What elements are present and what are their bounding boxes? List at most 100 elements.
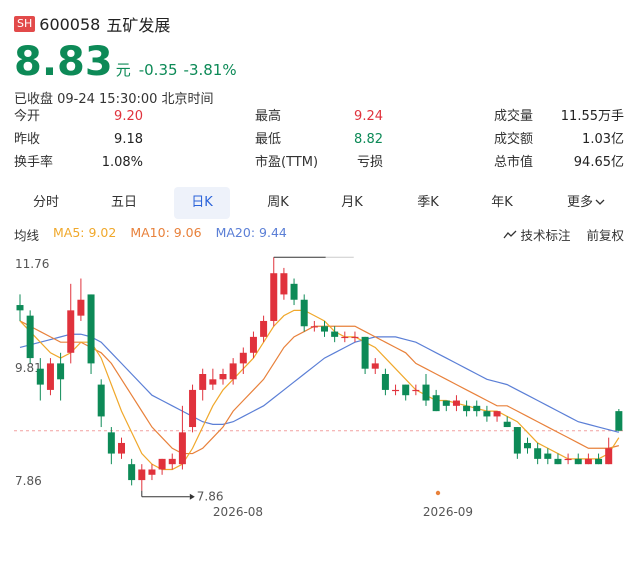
tab-monthly-k[interactable]: 月K xyxy=(341,195,363,210)
candle-body xyxy=(412,389,420,392)
stat-label: 换手率 xyxy=(14,155,54,170)
candle-body xyxy=(351,336,359,339)
candle-body xyxy=(189,389,197,428)
candle-body xyxy=(46,363,54,390)
y-tick-label: 11.76 xyxy=(15,257,49,271)
stat-value: 8.82 xyxy=(354,132,383,147)
candle-body xyxy=(280,273,288,295)
candle-body xyxy=(57,363,65,380)
candle-body xyxy=(513,427,521,454)
price-change-pct: -3.81% xyxy=(183,61,237,79)
stat-value: 9.18 xyxy=(114,132,143,147)
annotate-label: 技术标注 xyxy=(520,228,571,243)
candle-body xyxy=(584,458,592,465)
candle-body xyxy=(371,363,379,369)
chevron-down-icon xyxy=(595,199,605,205)
candle-body xyxy=(534,448,542,459)
candle-body xyxy=(87,294,95,364)
candle-body xyxy=(503,421,511,428)
candle-body xyxy=(300,299,308,327)
candle-body xyxy=(544,453,552,459)
candle-body xyxy=(270,273,278,321)
y-tick-label: 9.81 xyxy=(15,361,42,375)
stat-value: 1.03亿 xyxy=(582,132,624,147)
stat-label: 总市值 xyxy=(494,155,534,170)
candle-body xyxy=(219,374,227,380)
chart-tools: 技术标注 前复权 xyxy=(503,225,624,244)
candle-body xyxy=(422,384,430,401)
candle-body xyxy=(554,458,562,465)
ma5-line xyxy=(19,309,620,471)
candle-body xyxy=(452,400,460,406)
candle-body xyxy=(321,326,328,332)
tab-daily-k[interactable]: 日K xyxy=(174,187,230,219)
tab-intraday[interactable]: 分时 xyxy=(32,195,59,210)
ma20-line xyxy=(19,333,620,433)
stat-value: 1.08% xyxy=(101,155,143,170)
annotate-icon xyxy=(503,230,517,239)
candle-body xyxy=(361,336,369,369)
stat-label: 最高 xyxy=(255,109,282,124)
stock-name: 五矿发展 xyxy=(106,16,171,35)
x-tick-label: 2026-09 xyxy=(423,505,473,519)
candle-body xyxy=(341,336,349,339)
candle-body xyxy=(229,363,237,380)
candle-body xyxy=(392,389,400,392)
candle-body xyxy=(290,283,298,300)
tab-quarterly-k[interactable]: 季K xyxy=(417,195,439,210)
tab-weekly-k[interactable]: 周K xyxy=(267,195,289,210)
candle-body xyxy=(473,405,481,412)
adjust-button[interactable]: 前复权 xyxy=(586,228,624,243)
candle-body xyxy=(605,448,613,465)
tab-more[interactable]: 更多 xyxy=(554,187,618,219)
ma10-value: MA10: 9.06 xyxy=(130,225,202,240)
price-change: -0.35 xyxy=(138,61,178,79)
candle-body xyxy=(595,458,603,465)
candle-body xyxy=(178,432,186,465)
candle-body xyxy=(67,310,75,353)
candle-body xyxy=(483,411,491,417)
candle-body xyxy=(402,384,410,396)
stat-label: 最低 xyxy=(255,132,282,147)
stat-value: 11.55万手 xyxy=(560,109,624,124)
stat-label: 今开 xyxy=(14,109,41,124)
candle-body xyxy=(107,432,115,454)
candle-body xyxy=(168,458,176,465)
stock-code: 600058 xyxy=(39,14,101,34)
candle-body xyxy=(77,299,85,316)
exchange-badge: SH xyxy=(14,16,36,32)
ma-label: 均线 xyxy=(14,228,40,243)
price-unit: 元 xyxy=(115,61,131,79)
ma20-value: MA20: 9.44 xyxy=(215,225,287,240)
ma5-value: MA5: 9.02 xyxy=(53,225,117,240)
low-marker-arrow xyxy=(189,493,195,500)
stock-header: SH 600058 五矿发展 xyxy=(14,12,170,36)
tab-yearly-k[interactable]: 年K xyxy=(491,195,513,210)
ma10-line xyxy=(19,320,620,455)
y-tick-label: 7.86 xyxy=(15,474,42,488)
tab-more-label: 更多 xyxy=(566,195,593,210)
candle-body xyxy=(331,331,339,337)
candle-body xyxy=(442,400,450,406)
stat-label: 成交量 xyxy=(494,109,534,124)
candle-body xyxy=(381,374,389,390)
quote-row: 8.83 元 -0.35 -3.81% xyxy=(14,40,237,84)
ma-legend: 均线 MA5: 9.02 MA10: 9.06 MA20: 9.44 xyxy=(14,225,287,244)
period-tabs: 分时 五日 日K 周K 月K 季K 年K 更多 xyxy=(0,187,638,219)
candle-body xyxy=(16,305,24,311)
candle-body xyxy=(574,458,582,465)
candle-body xyxy=(128,464,136,481)
event-dot xyxy=(435,490,441,496)
stat-value: 94.65亿 xyxy=(573,155,624,170)
stat-value: 9.20 xyxy=(114,109,143,124)
candle-body xyxy=(463,405,471,412)
annotate-button[interactable]: 技术标注 xyxy=(503,225,570,244)
candle-body xyxy=(249,336,257,353)
candle-body xyxy=(209,379,217,385)
stat-value: 亏损 xyxy=(356,155,383,170)
candle-body xyxy=(97,384,105,417)
tab-five-day[interactable]: 五日 xyxy=(110,195,137,210)
x-tick-label: 2026-08 xyxy=(213,505,263,519)
current-price: 8.83 xyxy=(14,39,113,85)
